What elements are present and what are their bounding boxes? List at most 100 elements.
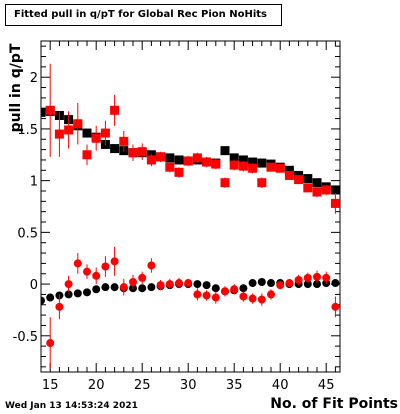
- data-point: [211, 159, 221, 169]
- x-tick-label: 45: [318, 378, 335, 393]
- x-tick-label: 25: [134, 378, 151, 393]
- data-point: [146, 155, 156, 165]
- y-tick-label: -0.5: [13, 330, 38, 345]
- data-point: [119, 136, 129, 146]
- x-tick-label: 15: [42, 378, 59, 393]
- data-point: [156, 152, 166, 162]
- data-point: [202, 281, 211, 290]
- y-tick-label: 2: [30, 71, 38, 86]
- x-tick-label: 40: [272, 378, 289, 393]
- data-point: [119, 283, 128, 292]
- data-point: [101, 262, 110, 271]
- axes: [40, 40, 341, 373]
- data-point: [257, 158, 267, 168]
- data-point: [175, 279, 183, 288]
- data-point: [92, 271, 101, 280]
- data-point: [147, 261, 156, 270]
- data-point: [64, 290, 73, 299]
- data-point: [183, 156, 193, 166]
- data-point: [165, 162, 175, 172]
- data-point: [73, 289, 82, 298]
- data-point: [331, 279, 340, 288]
- data-point: [238, 155, 248, 165]
- data-point: [147, 283, 156, 292]
- data-point: [220, 178, 230, 188]
- data-point: [294, 275, 303, 284]
- data-point: [257, 295, 266, 304]
- data-point: [101, 283, 110, 292]
- data-point: [312, 178, 322, 188]
- data-point: [303, 273, 312, 282]
- data-point: [165, 153, 175, 163]
- data-point: [239, 292, 248, 301]
- data-point: [266, 162, 276, 172]
- data-point: [284, 165, 294, 175]
- data-point: [83, 267, 91, 276]
- data-point: [91, 133, 101, 143]
- data-point: [110, 105, 120, 115]
- data-point: [100, 128, 110, 138]
- data-point: [64, 125, 74, 135]
- data-point: [128, 148, 138, 158]
- data-point: [41, 107, 46, 117]
- data-point: [313, 280, 321, 289]
- data-point: [257, 278, 266, 287]
- data-point: [73, 119, 83, 129]
- data-point: [294, 175, 304, 185]
- x-axis-label: No. of Fit Points: [270, 396, 398, 412]
- data-point: [129, 278, 137, 287]
- data-point: [322, 273, 331, 282]
- data-point: [230, 285, 239, 294]
- data-point: [267, 279, 275, 288]
- data-point: [46, 293, 55, 302]
- data-point: [165, 280, 174, 289]
- x-tick-label: 35: [226, 378, 243, 393]
- chart-title: Fitted pull in q/pT for Global Rec Pion …: [5, 4, 282, 26]
- tick-labels: 15 20 25 30 35 40 45 -0.5 0 0.5 1 1.5 2: [13, 71, 335, 393]
- data-point: [257, 178, 267, 188]
- data-point: [193, 280, 202, 289]
- y-tick-label: 1.5: [17, 123, 38, 138]
- data-point: [41, 296, 45, 305]
- data-point: [211, 284, 220, 293]
- y-tick-label: 0.5: [17, 226, 38, 241]
- data-point: [82, 128, 92, 138]
- data-point: [54, 129, 64, 139]
- data-point: [331, 302, 340, 311]
- data-point: [92, 285, 101, 294]
- data-point: [285, 279, 294, 288]
- data-point: [138, 273, 147, 282]
- x-tick-label: 20: [88, 378, 105, 393]
- data-point: [220, 146, 230, 156]
- data-point: [321, 185, 331, 195]
- data-point: [192, 153, 202, 163]
- chart-marks: [41, 63, 340, 369]
- data-point: [303, 174, 313, 184]
- series-1: [45, 63, 340, 214]
- data-point: [221, 287, 229, 296]
- data-point: [248, 279, 257, 288]
- data-point: [248, 157, 258, 167]
- data-point: [303, 280, 312, 289]
- data-point: [267, 290, 275, 299]
- data-point: [193, 290, 202, 299]
- x-tick-label: 30: [180, 378, 197, 393]
- data-point: [83, 288, 91, 297]
- data-point: [229, 160, 239, 170]
- data-point: [110, 283, 119, 292]
- data-point: [312, 187, 322, 197]
- data-point: [174, 155, 184, 165]
- data-point: [313, 272, 321, 281]
- data-point: [202, 291, 211, 300]
- data-point: [174, 167, 184, 177]
- data-point: [137, 147, 147, 157]
- data-point: [110, 144, 120, 154]
- timestamp: Wed Jan 13 14:53:24 2021: [5, 401, 138, 411]
- y-axis-label: pull in q/pT: [8, 43, 24, 133]
- data-point: [303, 183, 313, 193]
- data-point: [184, 279, 193, 288]
- data-point: [46, 339, 55, 348]
- data-point: [239, 284, 248, 293]
- data-point: [330, 185, 340, 195]
